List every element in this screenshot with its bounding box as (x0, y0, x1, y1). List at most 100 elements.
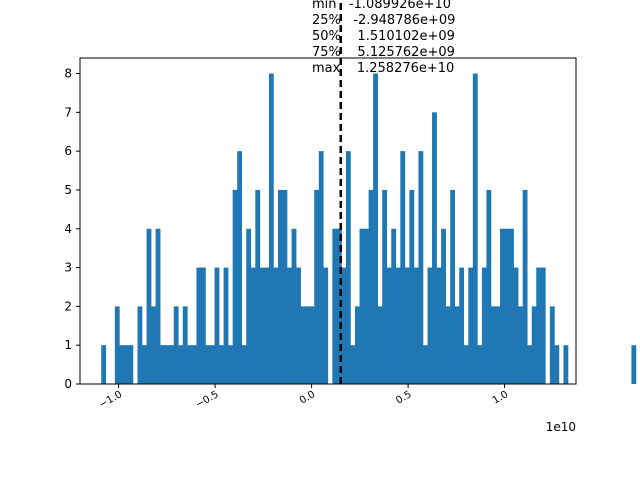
stats-line: max 1.258276e+10 (312, 61, 454, 76)
histogram-bar (450, 189, 456, 384)
histogram-bar (536, 267, 542, 384)
histogram-bar (368, 189, 374, 384)
y-tick-label: 0 (64, 377, 72, 391)
histogram-bar (554, 345, 560, 384)
histogram-bar (527, 345, 533, 384)
stats-line: 25% -2.948786e+09 (312, 13, 455, 28)
histogram-bar (228, 345, 233, 384)
y-tick-label: 3 (64, 261, 72, 275)
histogram-bar (287, 267, 292, 384)
histogram-bar (495, 306, 501, 384)
y-tick-label: 8 (64, 67, 72, 81)
histogram-bar (160, 345, 165, 384)
histogram-bar (522, 189, 528, 384)
histogram-bar (418, 151, 424, 384)
histogram-bar (291, 228, 297, 384)
x-tick-label: 0.0 (298, 389, 317, 406)
histogram-bar (477, 345, 483, 384)
histogram-bar (350, 345, 356, 384)
histogram-bar (481, 267, 487, 384)
histogram-bar (305, 306, 311, 384)
histogram-bar (468, 267, 474, 384)
histogram-bar (509, 228, 514, 384)
histogram-bar (323, 267, 329, 384)
y-tick-label: 5 (64, 183, 72, 197)
histogram-bar (178, 345, 184, 384)
histogram-bar (364, 228, 369, 384)
x-tick-label: 0.5 (394, 389, 413, 406)
histogram-bar (173, 306, 179, 384)
histogram-bar (445, 306, 451, 384)
histogram-bar (332, 228, 338, 384)
histogram-bar (277, 189, 283, 384)
y-tick-label: 4 (64, 222, 72, 236)
histogram-bar (413, 267, 419, 384)
axes-frame (79, 57, 577, 385)
histogram-bar (441, 228, 446, 384)
histogram-bar (336, 228, 342, 384)
histogram-bar (155, 228, 161, 384)
histogram-bars (101, 73, 637, 385)
histogram-bar (314, 189, 320, 384)
stats-line: min -1.089926e+10 (312, 0, 451, 12)
histogram-bar (169, 345, 175, 384)
histogram-bar (631, 345, 637, 384)
histogram-bar (191, 345, 197, 384)
histogram-bar (355, 306, 360, 384)
y-tick-label: 6 (64, 144, 72, 158)
histogram-bar (490, 306, 496, 384)
histogram-bar (359, 228, 365, 384)
histogram-bar (282, 189, 288, 384)
histogram-bar (210, 345, 215, 384)
histogram-bar (151, 306, 156, 384)
histogram-bar (309, 306, 315, 384)
histogram-bar (250, 267, 256, 384)
histogram-bar (504, 228, 510, 384)
histogram-bar (391, 228, 397, 384)
x-tick-label: −0.5 (194, 389, 221, 411)
histogram-bar (404, 267, 410, 384)
x-axis-ticks: −1.0 −0.5 0.0 0.5 1.0 (98, 384, 510, 411)
histogram-bar (205, 345, 211, 384)
histogram-bar (123, 345, 129, 384)
histogram-bar (409, 189, 415, 384)
histogram-bar (241, 345, 247, 384)
histogram-bar (427, 267, 433, 384)
histogram-bar (237, 151, 243, 384)
histogram-bar (296, 267, 301, 384)
histogram-bar (300, 306, 306, 384)
histogram-bar (223, 267, 229, 384)
histogram-bar (142, 345, 147, 384)
histogram-bar (341, 267, 347, 384)
histogram-bar (146, 228, 152, 384)
histogram-bar (454, 306, 460, 384)
histogram-bar (373, 73, 378, 385)
y-tick-label: 7 (64, 105, 72, 119)
histogram-bar (232, 189, 238, 384)
x-axis-offset-label: 1e10 (546, 420, 576, 434)
histogram-bar (200, 267, 206, 384)
histogram-bar (246, 228, 252, 384)
histogram-bar (255, 189, 261, 384)
histogram-bar (531, 306, 537, 384)
histogram-bar (386, 267, 392, 384)
histogram-bar (500, 228, 505, 384)
histogram-bar (486, 189, 492, 384)
histogram-bar (345, 151, 351, 384)
histogram-bar (128, 345, 134, 384)
stats-line: 50% 1.510102e+09 (312, 29, 455, 44)
histogram-bar (400, 151, 406, 384)
histogram-bar (219, 345, 224, 384)
y-axis-ticks: 0 1 2 3 4 5 6 7 8 (64, 67, 80, 391)
x-tick-label: 1.0 (491, 389, 510, 406)
histogram-bar (436, 267, 442, 384)
histogram-bar (137, 306, 143, 384)
x-tick-label: −1.0 (98, 389, 125, 411)
stats-line: 75% 5.125762e+09 (312, 45, 455, 60)
histogram-bar (318, 151, 324, 384)
histogram-bar (196, 267, 202, 384)
histogram-bar (472, 73, 478, 385)
histogram-bar (101, 345, 107, 384)
